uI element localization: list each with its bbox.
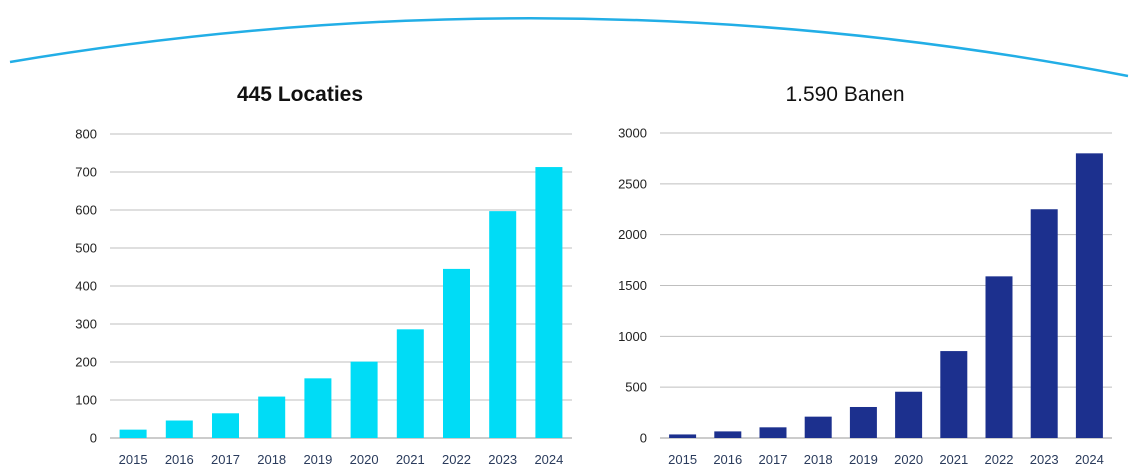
decorative-arc: [9, 17, 1129, 78]
y-tick-label: 100: [75, 393, 97, 408]
locaties-chart: 445 Locaties 0 100 200 300 400 500 600 700 800 201…: [75, 83, 572, 466]
bar-2020: [350, 361, 378, 438]
bar-2021: [396, 329, 424, 438]
y-tick-label: 300: [75, 317, 97, 332]
x-tick-label: 2021: [396, 452, 425, 466]
bar-2018: [804, 416, 832, 438]
y-tick-label: 1500: [618, 278, 647, 293]
x-tick-label: 2019: [303, 452, 332, 466]
y-tick-label: 0: [90, 431, 97, 446]
x-tick-label: 2017: [759, 452, 788, 466]
bar-2015: [119, 429, 147, 438]
y-tick-label: 3000: [618, 126, 647, 141]
x-tick-label: 2020: [350, 452, 379, 466]
banen-chart: 1.590 Banen 0 500 1000 1500 2000 2500 3000 2015 2…: [618, 83, 1112, 466]
x-tick-label: 2015: [119, 452, 148, 466]
y-tick-label: 0: [640, 431, 647, 446]
x-tick-label: 2024: [534, 452, 563, 466]
y-tick-label: 2500: [618, 176, 647, 191]
x-tick-label: 2017: [211, 452, 240, 466]
chart-title: 445 Locaties: [237, 83, 363, 106]
y-tick-label: 2000: [618, 227, 647, 242]
bar-2015: [669, 434, 697, 438]
y-tick-label: 500: [625, 380, 647, 395]
x-tick-label: 2023: [488, 452, 517, 466]
bar-2019: [304, 378, 332, 438]
bar-2017: [212, 413, 239, 438]
bar-2023: [489, 211, 517, 438]
y-tick-label: 400: [75, 279, 97, 294]
y-tick-label: 600: [75, 203, 97, 218]
x-tick-label: 2024: [1075, 452, 1104, 466]
x-tick-label: 2021: [939, 452, 968, 466]
bar-2024: [1075, 153, 1103, 439]
bar-2016: [165, 420, 193, 438]
bar-2024: [535, 167, 563, 438]
x-tick-label: 2015: [668, 452, 697, 466]
bar-2021: [940, 351, 968, 438]
bar-2017: [759, 427, 787, 438]
x-tick-label: 2018: [257, 452, 286, 466]
chart-title: 1.590 Banen: [785, 83, 904, 106]
x-tick-label: 2022: [442, 452, 471, 466]
x-tick-label: 2016: [165, 452, 194, 466]
x-tick-label: 2018: [804, 452, 833, 466]
x-tick-label: 2022: [985, 452, 1014, 466]
bar-2016: [714, 431, 742, 438]
y-tick-label: 500: [75, 241, 97, 256]
x-tick-label: 2023: [1030, 452, 1059, 466]
x-tick-label: 2020: [894, 452, 923, 466]
bar-2023: [1030, 209, 1058, 438]
y-tick-label: 200: [75, 355, 97, 370]
x-tick-label: 2019: [849, 452, 878, 466]
bar-2019: [849, 406, 877, 438]
bar-2022: [443, 268, 470, 438]
y-tick-label: 1000: [618, 329, 647, 344]
bar-2018: [258, 396, 286, 438]
y-tick-label: 700: [75, 165, 97, 180]
bar-2022: [985, 276, 1013, 438]
x-tick-label: 2016: [713, 452, 742, 466]
y-tick-label: 800: [75, 127, 97, 142]
bar-2020: [895, 391, 923, 438]
